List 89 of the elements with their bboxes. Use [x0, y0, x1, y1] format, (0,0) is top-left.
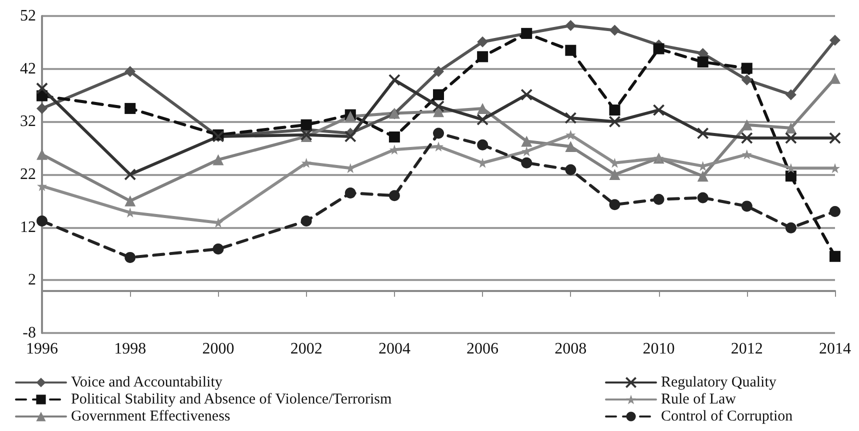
point: [212, 154, 224, 166]
point: [697, 192, 708, 204]
y-tick-label: 22: [20, 166, 36, 183]
point: [388, 131, 400, 142]
x-tick-label: 2002: [290, 340, 322, 358]
point: [300, 215, 312, 226]
point: [785, 222, 796, 234]
point: [36, 148, 48, 160]
point: [697, 56, 708, 68]
point: [124, 195, 136, 206]
point: [36, 102, 48, 114]
point: [741, 74, 752, 86]
x-tick-label: 1998: [114, 340, 146, 358]
x-tick-label: 2004: [378, 340, 410, 358]
point: [609, 24, 620, 36]
point: [521, 136, 532, 147]
legend-label: Voice and Accountability: [71, 374, 223, 390]
point: [344, 187, 356, 198]
point: [432, 100, 444, 112]
point: [653, 43, 664, 54]
point: [565, 164, 576, 176]
point: [124, 102, 136, 114]
y-tick-label: 32: [20, 113, 36, 130]
point: [741, 119, 752, 130]
point: [124, 252, 136, 263]
x-tick-label: 2000: [202, 340, 234, 358]
point: [653, 194, 664, 205]
point: [830, 206, 840, 217]
x-tick-label: 2014: [819, 340, 851, 358]
point: [696, 127, 709, 140]
point: [830, 34, 840, 46]
point: [785, 122, 796, 134]
point: [565, 44, 576, 56]
point: [652, 104, 665, 116]
point: [609, 199, 620, 210]
y-tick-label: 42: [20, 60, 36, 78]
point: [564, 112, 577, 124]
point: [388, 190, 400, 202]
x-tick-label: 2010: [642, 340, 675, 358]
point: [785, 89, 796, 100]
point: [36, 215, 48, 226]
point: [741, 200, 752, 212]
point: [477, 36, 488, 48]
point: [124, 168, 136, 180]
point: [830, 72, 840, 84]
legend-label: Political Stability and Absence of Violence/Terrorism: [71, 392, 392, 408]
point: [520, 88, 533, 101]
x-tick-label: 2008: [554, 340, 587, 358]
point: [212, 244, 224, 254]
point: [433, 89, 444, 100]
point: [829, 132, 841, 144]
y-tick-label: 12: [20, 218, 36, 236]
legend-label: Government Effectiveness: [71, 408, 230, 424]
point: [566, 130, 576, 140]
point: [388, 74, 400, 86]
legend-label: Rule of Law: [661, 392, 736, 408]
point: [434, 142, 444, 152]
point: [521, 157, 532, 168]
legend-label: Control of Corruption: [661, 408, 794, 424]
point: [301, 158, 312, 168]
point: [477, 139, 488, 150]
point: [477, 102, 488, 114]
point: [740, 132, 753, 144]
point: [609, 104, 620, 116]
point: [742, 149, 752, 160]
x-tick-label: 2012: [730, 340, 763, 358]
x-tick-label: 2006: [466, 340, 499, 358]
point: [830, 250, 840, 262]
point: [433, 106, 444, 118]
y-tick-label: 52: [20, 8, 36, 24]
point: [124, 66, 136, 77]
point: [565, 141, 576, 152]
point: [476, 114, 489, 126]
point: [477, 51, 488, 62]
point: [741, 62, 752, 74]
point: [433, 66, 444, 77]
point: [784, 132, 797, 144]
point: [565, 20, 576, 32]
x-tick-label: 1996: [26, 340, 58, 358]
point: [697, 170, 708, 182]
point: [433, 128, 444, 139]
point: [785, 170, 796, 182]
point: [609, 169, 620, 180]
point: [344, 130, 356, 142]
point: [36, 82, 48, 94]
point: [608, 116, 621, 128]
y-tick-label: -8: [22, 324, 36, 342]
y-tick-label: 2: [28, 272, 36, 289]
legend-label: Regulatory Quality: [661, 374, 777, 390]
